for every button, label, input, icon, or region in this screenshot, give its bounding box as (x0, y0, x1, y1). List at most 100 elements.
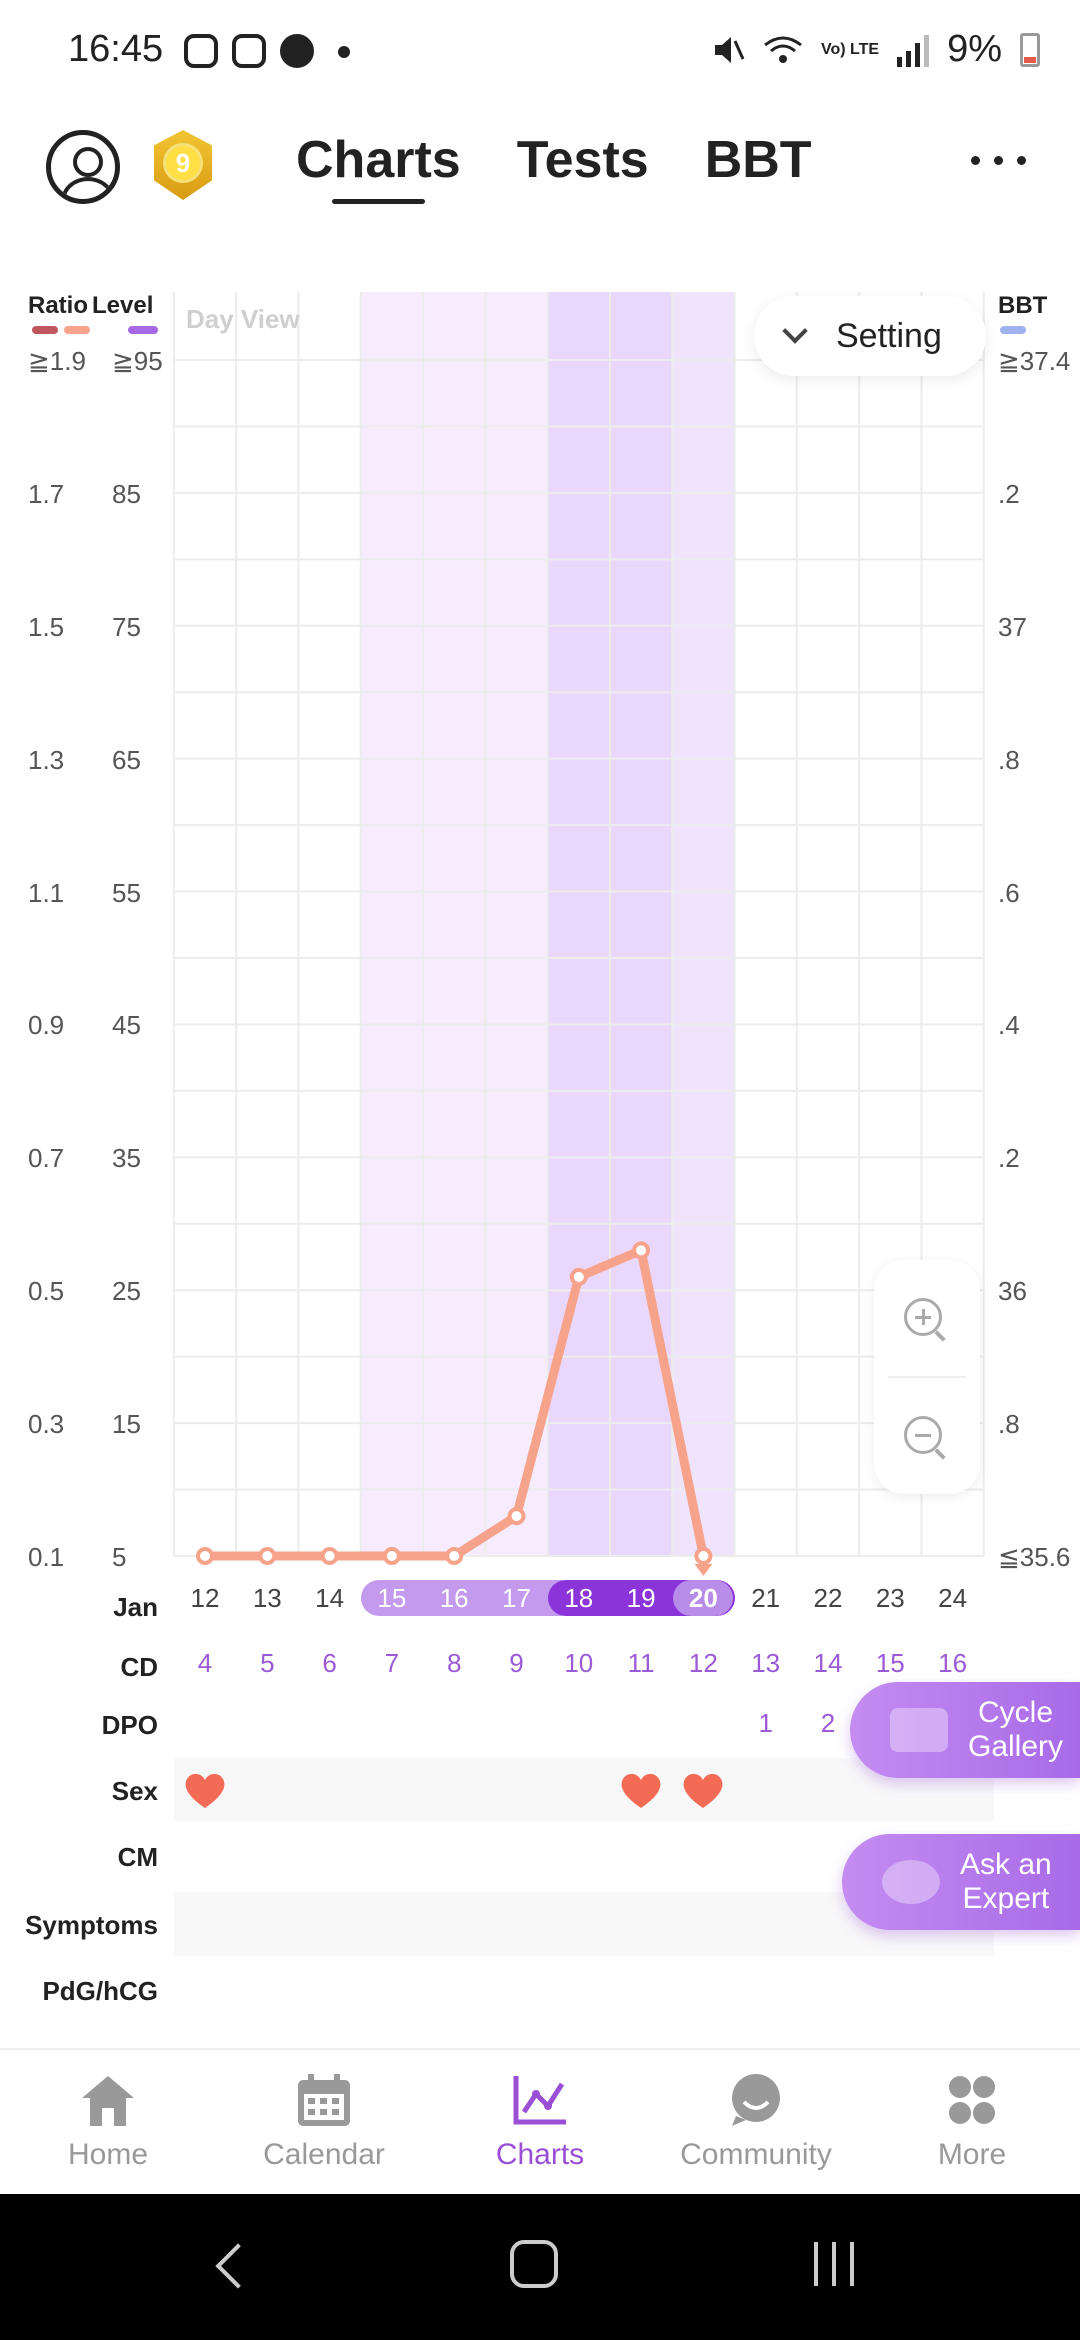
level-axis-title: Level (92, 292, 154, 319)
level-tick: 15 (112, 1409, 141, 1440)
level-tick: 55 (112, 877, 141, 908)
setting-label: Setting (836, 316, 942, 355)
row-label-month: Jan (113, 1592, 158, 1622)
pinterest-icon (280, 34, 314, 68)
date-cell[interactable]: 19 (626, 1583, 656, 1613)
lh-data-point[interactable] (258, 1547, 277, 1565)
bbt-tick: .2 (998, 1143, 1020, 1174)
date-cell[interactable]: 24 (938, 1583, 968, 1613)
chevron-down-icon (782, 318, 808, 344)
lh-data-point[interactable] (196, 1547, 214, 1565)
zoom-out-handle (934, 1448, 946, 1460)
lh-data-point[interactable] (382, 1547, 401, 1565)
nav-home[interactable]: Home (0, 2050, 216, 2196)
cycle-day-cell: 9 (509, 1648, 524, 1678)
date-cell[interactable]: 12 (190, 1583, 220, 1613)
ratio-swatch-dark (32, 326, 58, 334)
battery-percent: 9% (947, 28, 1002, 70)
date-cell[interactable]: 18 (564, 1583, 594, 1613)
fertility-band-16 (423, 292, 486, 1556)
cycle-gallery-button[interactable]: Cycle Gallery (850, 1682, 1080, 1778)
nav-charts-label: Charts (495, 2138, 585, 2171)
bottom-navigation: Home Calendar Charts Community More (0, 2048, 1080, 2196)
ratio-tick: 1.5 (28, 611, 65, 642)
gallery-chart-icon (890, 1708, 948, 1752)
level-tick: 35 (112, 1143, 141, 1174)
lh-data-point[interactable] (445, 1547, 464, 1565)
cycle-gallery-label: Cycle Gallery (968, 1696, 1064, 1763)
date-cell[interactable]: 22 (813, 1583, 843, 1613)
lh-data-point[interactable] (320, 1547, 339, 1565)
system-navigation-bar (0, 2194, 1080, 2340)
nav-more[interactable]: More (864, 2050, 1080, 2196)
level-tick: 5 (112, 1542, 127, 1572)
setting-button[interactable]: Setting (754, 296, 986, 376)
lh-chart[interactable] (0, 0, 1080, 1620)
nav-charts[interactable]: Charts (432, 2050, 648, 2196)
zoom-divider (888, 1376, 966, 1378)
community-icon (732, 2074, 780, 2126)
row-label-pdg: PdG/hCG (42, 1976, 158, 2006)
heart-icon[interactable] (681, 1770, 725, 1810)
heart-icon[interactable] (183, 1770, 227, 1810)
cycle-day-cell: 5 (260, 1648, 275, 1678)
gallery-icon (232, 34, 266, 68)
fertile-days-pill (360, 1580, 579, 1616)
nav-calendar-label: Calendar (263, 2138, 385, 2171)
tab-tests[interactable]: Tests (516, 131, 649, 189)
date-cell[interactable]: 15 (377, 1583, 407, 1613)
row-label-cm: CM (117, 1842, 158, 1872)
date-cell[interactable]: 23 (875, 1583, 905, 1613)
lh-data-point[interactable] (632, 1241, 651, 1260)
level-tick: 45 (112, 1010, 141, 1041)
date-cell[interactable]: 13 (252, 1583, 282, 1613)
nav-home-label: Home (67, 2138, 149, 2171)
today-marker (694, 1564, 713, 1576)
bbt-tick: 36 (998, 1276, 1027, 1307)
cycle-day-cell: 15 (875, 1648, 905, 1678)
today-date-pill (673, 1580, 734, 1616)
cycle-day-cell: 7 (384, 1648, 400, 1678)
dpo-cell: 1 (758, 1708, 773, 1738)
status-right-icons: Vo) LTE 9% (711, 28, 1040, 71)
ask-expert-button[interactable]: Ask an Expert (842, 1834, 1080, 1930)
recents-icon[interactable] (814, 2242, 854, 2286)
date-cell[interactable]: 14 (315, 1583, 345, 1613)
bbt-tick: ≧37.4 (998, 346, 1071, 376)
nav-more-label: More (937, 2138, 1007, 2171)
lh-data-point[interactable] (507, 1507, 526, 1526)
tab-bbt[interactable]: BBT (704, 131, 812, 189)
level-tick: 65 (112, 744, 141, 775)
level-tick: ≧95 (112, 346, 163, 376)
more-options-icon[interactable] (971, 156, 1026, 165)
top-tabs: Charts Tests BBT (296, 130, 812, 204)
date-cell[interactable]: 21 (751, 1583, 781, 1613)
cycle-day-cell: 6 (322, 1648, 337, 1678)
zoom-in-icon[interactable] (904, 1298, 942, 1336)
heart-icon[interactable] (619, 1770, 663, 1810)
lh-data-point[interactable] (569, 1267, 588, 1286)
lh-data-point[interactable] (694, 1547, 713, 1565)
level-tick: 25 (112, 1276, 141, 1307)
nav-community[interactable]: Community (648, 2050, 864, 2196)
status-bar: 16:45 Vo) LTE 9% (0, 0, 1080, 105)
zoom-out-icon[interactable] (904, 1416, 942, 1454)
date-cell[interactable]: 16 (439, 1583, 469, 1613)
home-button-icon[interactable] (510, 2240, 558, 2288)
chat-bubbles-icon (882, 1860, 940, 1904)
back-icon[interactable] (215, 2243, 261, 2289)
date-cell[interactable]: 20 (688, 1583, 718, 1613)
tab-charts[interactable]: Charts (296, 130, 461, 204)
nav-calendar[interactable]: Calendar (216, 2050, 432, 2196)
home-icon (82, 2076, 134, 2126)
row-label-dpo: DPO (101, 1710, 158, 1740)
cycle-day-cell: 14 (813, 1648, 843, 1678)
sex-row-band (174, 1758, 994, 1822)
day-view-label: Day View (186, 304, 300, 334)
ratio-tick: 1.3 (28, 744, 65, 775)
app-header: 9 Charts Tests BBT (0, 110, 1080, 230)
date-cell[interactable]: 17 (502, 1583, 531, 1613)
ratio-tick: 0.5 (28, 1276, 65, 1307)
bbt-tick: .8 (998, 1409, 1020, 1440)
profile-avatar-icon[interactable] (46, 130, 120, 204)
